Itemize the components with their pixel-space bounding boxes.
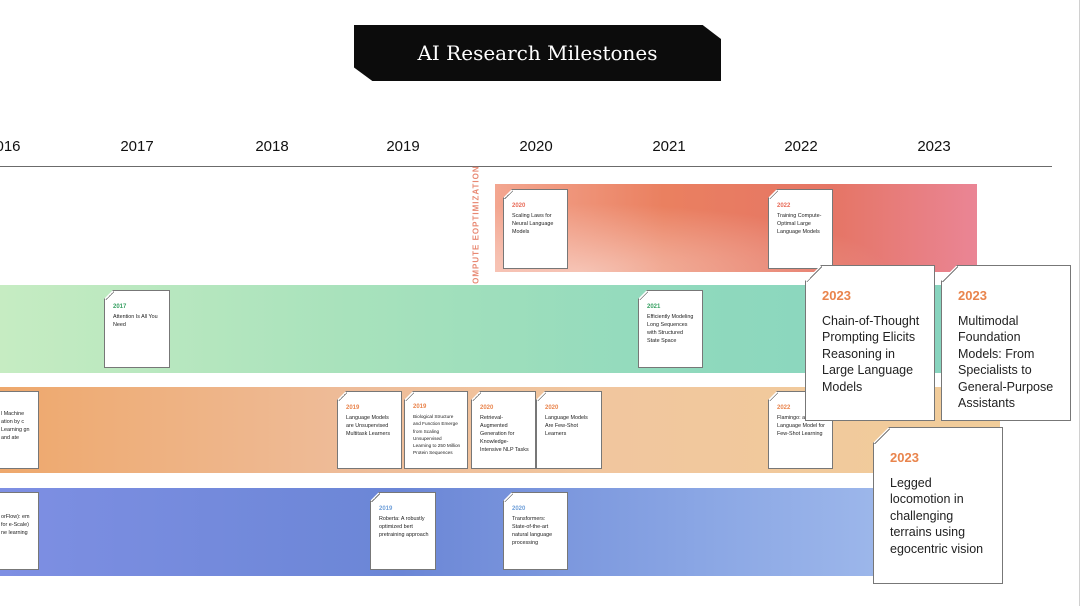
year-label: 016: [0, 138, 21, 155]
milestone-card[interactable]: 2020 Transformers: State-of-the-art natu…: [503, 492, 568, 570]
milestone-card[interactable]: 2022 Training Compute-Optimal Large Lang…: [768, 189, 833, 269]
band-compute-optimization: [495, 184, 977, 272]
card-year: 2023: [890, 450, 919, 465]
milestone-card[interactable]: 2019 Language Models are Unsupervised Mu…: [337, 391, 402, 469]
card-year: 2023: [958, 288, 987, 303]
card-title: Flamingo: a Visual Language Model for Fe…: [777, 415, 825, 437]
year-label: 2018: [255, 138, 289, 155]
card-title: Roberta: A robustly optimized bert pretr…: [379, 516, 429, 538]
page-title-banner: AI Research Milestones: [354, 25, 721, 81]
milestone-card-large[interactable]: 2023 Chain-of-Thought Prompting Elicits …: [805, 265, 935, 421]
card-year: 2020: [545, 405, 559, 411]
band-label-text: COMPUTE EOPTIMIZATION: [472, 165, 482, 291]
milestone-card[interactable]: 2020 Language Models Are Few-Shot Learne…: [536, 391, 602, 469]
card-year: 2019: [346, 405, 360, 411]
milestone-card[interactable]: orFlow): em for e-Scale) ne learning: [0, 492, 39, 570]
year-label: 2021: [652, 138, 686, 155]
milestone-card[interactable]: 2017 Attention Is All You Need: [104, 290, 170, 368]
card-year: 2020: [512, 203, 526, 209]
milestone-card[interactable]: 2019 Roberta: A robustly optimized bert …: [370, 492, 436, 570]
milestone-card[interactable]: l Machine ation by c Learning gn and ate: [0, 391, 39, 469]
card-year: 2023: [822, 288, 851, 303]
card-title: Language Models are Unsupervised Multita…: [346, 415, 391, 437]
card-title: Transformers: State-of-the-art natural l…: [512, 516, 553, 546]
band-blue: [0, 488, 1000, 576]
page-title: AI Research Milestones: [417, 41, 658, 65]
card-year: 2022: [777, 405, 791, 411]
milestone-card[interactable]: 2019 Biological Structure and Function E…: [404, 391, 468, 469]
year-label: 2022: [784, 138, 818, 155]
axis-line: [0, 166, 1052, 167]
card-title: Training Compute-Optimal Large Language …: [777, 213, 822, 235]
card-title: Language Models Are Few-Shot Learners: [545, 415, 588, 437]
milestone-card[interactable]: 2020 Scaling Laws for Neural Language Mo…: [503, 189, 568, 269]
card-title: Chain-of-Thought Prompting Elicits Reaso…: [822, 313, 920, 394]
year-axis: 016 2017 2018 2019 2020 2021 2022 2023: [0, 0, 1080, 170]
card-title: Retrieval-Augmented Generation for Knowl…: [480, 415, 529, 453]
card-year: 2019: [413, 404, 427, 410]
milestone-card-large[interactable]: 2023 Multimodal Foundation Models: From …: [941, 265, 1071, 421]
year-label: 2019: [386, 138, 420, 155]
year-label: 2023: [917, 138, 951, 155]
card-year: 2020: [480, 405, 494, 411]
card-title: Attention Is All You Need: [113, 314, 158, 328]
milestone-card[interactable]: 2020 Retrieval-Augmented Generation for …: [471, 391, 536, 469]
card-title: orFlow): em for e-Scale) ne learning: [1, 514, 30, 536]
card-year: 2019: [379, 506, 393, 512]
card-title: Multimodal Foundation Models: From Speci…: [958, 313, 1054, 411]
milestone-card[interactable]: 2021 Efficiently Modeling Long Sequences…: [638, 290, 703, 368]
card-title: Legged locomotion in challenging terrain…: [890, 475, 984, 556]
card-title: Efficiently Modeling Long Sequences with…: [647, 314, 694, 344]
milestone-card-large[interactable]: 2023 Legged locomotion in challenging te…: [873, 427, 1003, 584]
card-year: 2020: [512, 506, 526, 512]
card-title: Biological Structure and Function Emerge…: [413, 414, 461, 456]
year-label: 2020: [519, 138, 553, 155]
card-title: l Machine ation by c Learning gn and ate: [1, 411, 30, 441]
card-year: 2022: [777, 203, 791, 209]
card-year: 2017: [113, 304, 127, 310]
band-label-compute: COMPUTE EOPTIMIZATION: [465, 165, 489, 290]
card-title: Scaling Laws for Neural Language Models: [512, 213, 554, 235]
year-label: 2017: [120, 138, 154, 155]
card-year: 2021: [647, 304, 661, 310]
